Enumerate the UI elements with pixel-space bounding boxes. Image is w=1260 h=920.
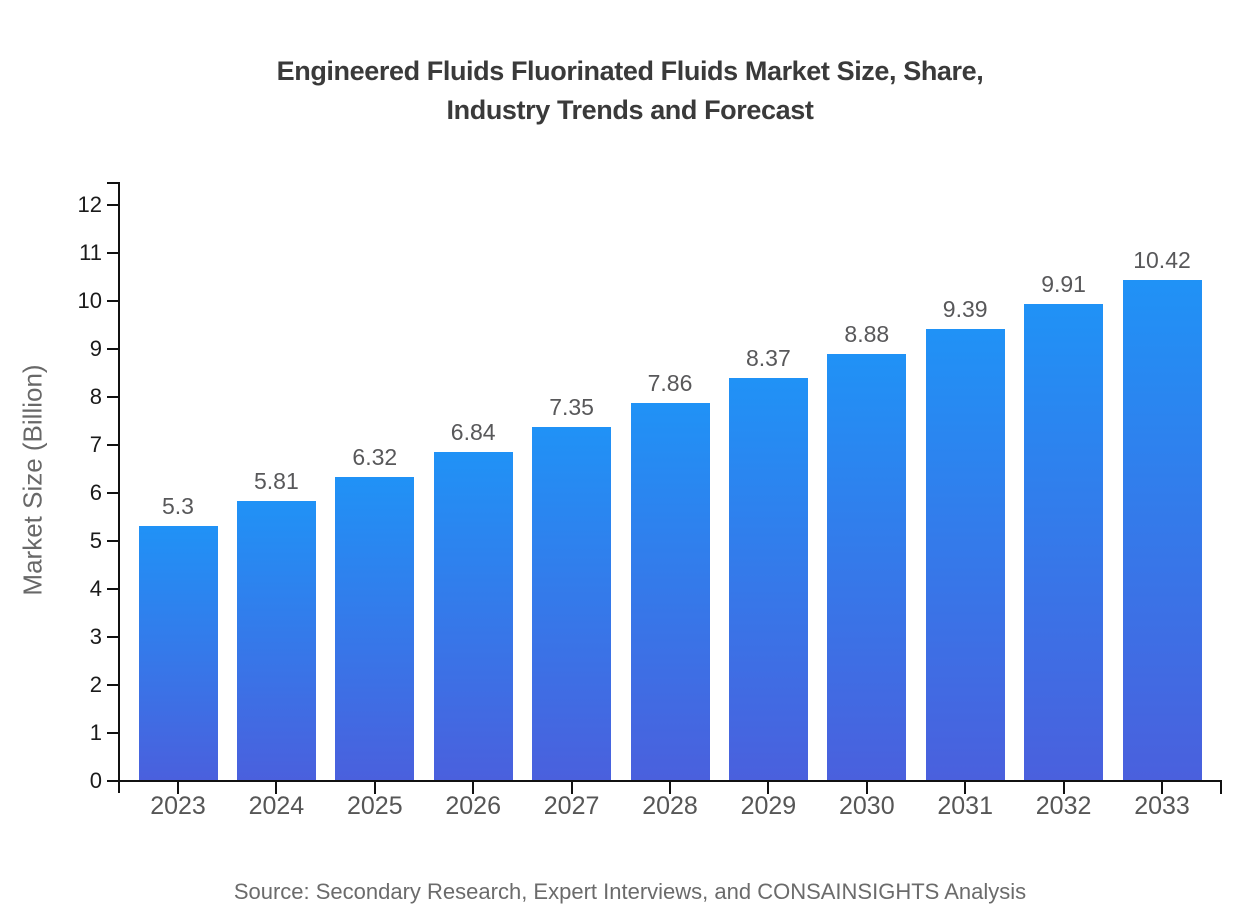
bar xyxy=(827,353,907,780)
bar xyxy=(728,378,808,780)
x-axis-tick-label: 2032 xyxy=(1035,792,1092,820)
x-axis-tick xyxy=(472,782,475,794)
x-axis-tick-label: 2028 xyxy=(642,792,698,820)
y-axis-end-tick xyxy=(107,182,120,184)
x-axis-tick-label: 2026 xyxy=(445,792,501,820)
bar-value-label: 7.86 xyxy=(647,369,693,396)
y-axis-tick-label: 9 xyxy=(89,336,102,361)
y-axis-tick xyxy=(107,492,118,494)
chart-title: Engineered Fluids Fluorinated Fluids Mar… xyxy=(276,56,984,125)
y-axis-tick-label: 12 xyxy=(77,192,102,217)
bar xyxy=(1024,304,1104,780)
bar-value-label: 8.37 xyxy=(746,345,791,372)
x-axis-tick xyxy=(275,782,278,794)
bar-value-label: 6.84 xyxy=(450,418,496,445)
bar-value-label: 7.35 xyxy=(549,394,594,421)
x-axis-tick-label: 2025 xyxy=(346,792,403,820)
y-axis-tick-label: 10 xyxy=(77,288,102,313)
x-axis-end-tick xyxy=(1220,780,1222,794)
bar-value-label: 9.91 xyxy=(1041,271,1086,298)
y-axis-line xyxy=(118,182,120,793)
x-axis-tick xyxy=(1062,782,1065,794)
bar-value-label: 9.39 xyxy=(942,296,988,323)
y-axis-tick-label: 8 xyxy=(89,384,102,409)
y-axis-tick xyxy=(107,444,118,446)
y-axis-tick xyxy=(107,396,118,398)
x-axis-tick-label: 2031 xyxy=(937,792,993,820)
bar xyxy=(532,427,612,780)
x-axis-line xyxy=(107,780,1222,782)
x-axis-tick-label: 2029 xyxy=(740,792,797,820)
bar-value-label: 6.32 xyxy=(352,443,398,470)
x-axis-tick xyxy=(1161,782,1163,794)
x-axis-tick-label: 2030 xyxy=(838,792,895,820)
y-axis-tick-label: 7 xyxy=(89,432,102,457)
x-axis-tick xyxy=(373,782,376,794)
y-axis-tick-label: 2 xyxy=(89,672,102,697)
y-axis-tick-label: 6 xyxy=(89,480,102,505)
y-axis-tick-label: 5 xyxy=(89,528,102,553)
bar-value-label: 5.3 xyxy=(162,492,194,519)
y-axis-tick xyxy=(107,588,118,590)
bar xyxy=(236,501,316,780)
y-axis-tick-label: 4 xyxy=(89,576,102,601)
y-axis-tick xyxy=(107,540,118,542)
y-axis-tick xyxy=(107,204,118,206)
x-axis-tick xyxy=(865,782,868,794)
x-axis-tick xyxy=(570,782,573,794)
y-axis-tick xyxy=(107,300,118,302)
x-axis-tick xyxy=(767,782,770,794)
x-axis-tick-label: 2033 xyxy=(1134,792,1190,820)
x-axis-tick-label: 2027 xyxy=(543,792,600,820)
x-axis-tick xyxy=(177,782,179,794)
bar xyxy=(433,451,513,780)
bar-value-label: 8.88 xyxy=(844,320,890,347)
y-axis-tick-label: 0 xyxy=(89,768,102,793)
x-axis-tick-label: 2024 xyxy=(248,792,305,820)
y-axis-tick xyxy=(107,684,118,686)
y-axis-tick xyxy=(107,636,118,638)
y-axis-tick-label: 1 xyxy=(89,720,102,745)
bar-value-label: 10.42 xyxy=(1133,246,1191,273)
x-axis-tick-label: 2023 xyxy=(150,792,206,820)
bar xyxy=(925,329,1005,780)
y-axis-tick xyxy=(107,252,118,254)
x-axis-tick xyxy=(669,782,671,794)
y-axis-tick xyxy=(107,348,118,350)
bar xyxy=(1122,279,1202,780)
bar xyxy=(630,402,710,780)
y-axis-tick xyxy=(107,732,118,734)
x-axis-tick xyxy=(964,782,967,794)
bar-value-label: 5.81 xyxy=(254,468,299,495)
bar xyxy=(138,525,218,780)
bar xyxy=(335,476,415,780)
source-note: Source: Secondary Research, Expert Inter… xyxy=(233,879,1027,904)
y-axis-tick-label: 11 xyxy=(79,240,102,265)
y-axis-tick-label: 3 xyxy=(89,624,102,649)
